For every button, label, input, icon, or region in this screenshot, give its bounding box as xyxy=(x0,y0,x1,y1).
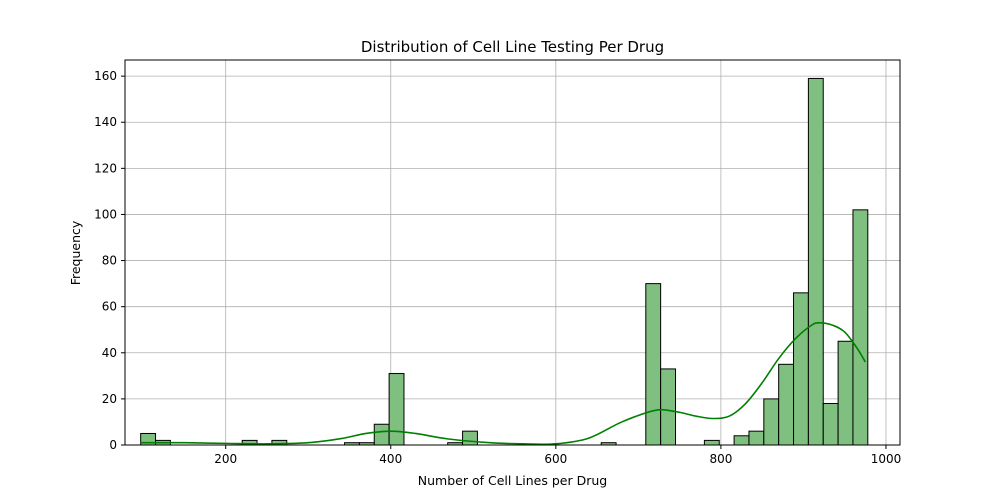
y-axis-label: Frequency xyxy=(68,220,83,285)
y-tick-label: 80 xyxy=(102,254,117,268)
histogram-bar xyxy=(807,77,824,446)
plot-frame xyxy=(124,59,901,446)
kde-curve xyxy=(140,321,867,446)
y-tick-label: 120 xyxy=(94,161,117,175)
y-tick-label: 0 xyxy=(109,438,117,452)
histogram-bar xyxy=(748,430,765,446)
histogram-bar xyxy=(660,368,677,446)
histogram-bar xyxy=(763,398,780,446)
histogram-bar xyxy=(778,363,795,446)
histogram-bar xyxy=(852,209,869,446)
y-tick-label: 40 xyxy=(102,346,117,360)
histogram-bar xyxy=(388,373,405,446)
y-tick-label: 100 xyxy=(94,207,117,221)
histogram-bar xyxy=(462,430,478,446)
histogram-bar xyxy=(837,340,854,446)
x-axis-label: Number of Cell Lines per Drug xyxy=(418,473,607,488)
y-tick-label: 160 xyxy=(94,69,117,83)
tick-labels: 200 400 600 800 1000 0 20 40 60 80 100 120 140 160 xyxy=(94,69,901,466)
y-tick-label: 20 xyxy=(102,392,117,406)
histogram-bars xyxy=(140,77,869,446)
histogram-bar xyxy=(793,292,809,446)
x-tick-label: 400 xyxy=(379,452,402,466)
histogram-bar xyxy=(373,423,390,446)
histogram-bar xyxy=(733,435,750,446)
y-tick-label: 140 xyxy=(94,115,117,129)
x-tick-label: 1000 xyxy=(871,452,902,466)
x-tick-label: 200 xyxy=(214,452,237,466)
kde-curve-group xyxy=(140,321,867,446)
histogram-bar xyxy=(645,283,662,446)
y-tick-label: 60 xyxy=(102,300,117,314)
histogram-bar xyxy=(703,439,720,446)
histogram-bar xyxy=(822,403,839,446)
chart-title: Distribution of Cell Line Testing Per Dr… xyxy=(361,38,664,56)
x-tick-label: 600 xyxy=(544,452,567,466)
x-tick-label: 800 xyxy=(709,452,732,466)
axes xyxy=(124,59,901,446)
